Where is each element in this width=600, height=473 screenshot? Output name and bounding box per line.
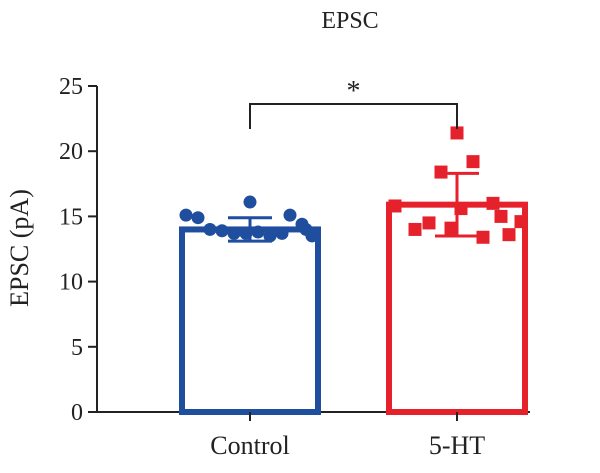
data-point-control — [283, 208, 297, 222]
data-point-control — [191, 211, 205, 225]
data-point-5ht — [494, 209, 508, 223]
data-point-5ht — [388, 199, 402, 213]
data-point-5ht — [466, 155, 480, 169]
data-points — [179, 126, 528, 244]
data-point-control — [243, 195, 257, 209]
y-tick-label: 20 — [59, 139, 83, 165]
significance-star: * — [347, 76, 361, 107]
data-point-5ht — [444, 221, 458, 235]
data-point-control — [227, 226, 241, 240]
data-point-control — [263, 229, 277, 243]
significance-bracket: * — [249, 76, 458, 129]
category-labels: Control 5-HT — [210, 412, 485, 460]
y-ticks: 0 5 10 15 20 25 — [59, 74, 97, 426]
data-point-5ht — [486, 196, 500, 210]
bar-control — [179, 226, 321, 415]
data-point-5ht — [476, 230, 490, 244]
data-point-5ht — [422, 216, 436, 230]
y-tick-label: 0 — [71, 400, 83, 426]
chart-title: EPSC — [321, 8, 378, 34]
data-point-5ht — [450, 126, 464, 140]
data-point-5ht — [434, 165, 448, 179]
data-point-control — [251, 225, 265, 239]
y-tick-label: 25 — [59, 74, 83, 100]
y-tick-label: 10 — [59, 270, 83, 296]
data-point-control — [299, 222, 313, 236]
data-point-control — [239, 226, 253, 240]
data-point-control — [179, 208, 193, 222]
category-label: Control — [210, 431, 289, 460]
y-tick-label: 15 — [59, 204, 83, 230]
data-point-control — [215, 224, 229, 238]
data-point-5ht — [514, 215, 528, 229]
significance-bracket-line — [249, 103, 458, 129]
data-point-5ht — [408, 222, 422, 236]
axes — [96, 86, 530, 413]
y-tick-label: 5 — [71, 335, 83, 361]
data-point-5ht — [454, 202, 468, 216]
data-point-5ht — [502, 228, 516, 242]
data-point-control — [275, 226, 289, 240]
y-axis-label: EPSC (pA) — [5, 189, 34, 307]
category-label: 5-HT — [429, 431, 485, 460]
data-point-control — [203, 222, 217, 236]
